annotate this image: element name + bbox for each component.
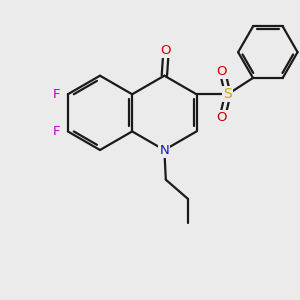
- Text: O: O: [217, 111, 227, 124]
- Text: O: O: [217, 65, 227, 78]
- Text: O: O: [160, 44, 171, 57]
- Text: N: N: [160, 143, 169, 157]
- Text: F: F: [53, 88, 60, 101]
- Text: F: F: [53, 125, 60, 138]
- Text: S: S: [224, 87, 232, 101]
